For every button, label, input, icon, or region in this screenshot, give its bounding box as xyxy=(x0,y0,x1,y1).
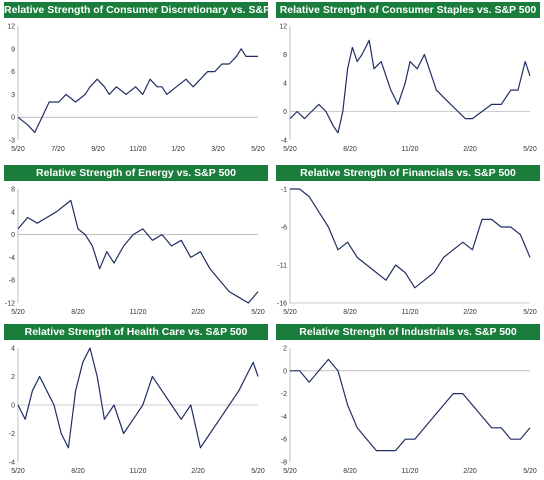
chart-industrials: Relative Strength of Industrials vs. S&P… xyxy=(276,324,540,476)
chart-title: Relative Strength of Energy vs. S&P 500 xyxy=(4,165,268,181)
y-tick-label: -6 xyxy=(281,437,287,444)
x-tick-label: 5/20 xyxy=(251,146,265,153)
chart-consumer-discretionary: Relative Strength of Consumer Discretion… xyxy=(4,2,268,154)
x-tick-label: 8/20 xyxy=(343,468,357,475)
x-tick-label: 11/20 xyxy=(402,146,419,153)
chart-title: Relative Strength of Financials vs. S&P … xyxy=(276,165,540,181)
line-chart: -4 0 4 8 12 5/20 8/20 11/20 2/20 5/20 xyxy=(279,24,537,154)
y-tick-label: 12 xyxy=(279,24,287,31)
series-line xyxy=(17,199,259,304)
line-chart: -3 0 3 6 9 12 5/20 7/20 9/20 11/20 1/20 3/20 5/20 xyxy=(7,24,265,154)
series-line xyxy=(290,188,531,289)
chart-title: Relative Strength of Consumer Discretion… xyxy=(4,2,268,18)
line-chart: -12 -8 -4 0 4 8 5/20 8/20 11/20 2/20 5/20 xyxy=(5,187,265,317)
x-tick-label: 8/20 xyxy=(343,309,357,316)
chart-title: Relative Strength of Consumer Staples vs… xyxy=(276,2,540,18)
chart-title: Relative Strength of Health Care vs. S&P… xyxy=(4,324,268,340)
y-tick-label: -6 xyxy=(281,225,287,232)
series-line xyxy=(17,48,258,134)
y-tick-label: -11 xyxy=(277,263,287,270)
y-tick-label: 3 xyxy=(11,92,15,99)
x-tick-label: 11/20 xyxy=(130,468,147,475)
y-tick-label: -8 xyxy=(281,460,287,467)
y-tick-label: -8 xyxy=(9,278,15,285)
y-tick-label: -3 xyxy=(9,138,15,145)
line-chart: -4 -2 0 2 4 5/20 8/20 11/20 2/20 5/20 xyxy=(9,346,265,476)
x-tick-label: 2/20 xyxy=(191,468,205,475)
x-tick-label: 7/20 xyxy=(51,146,65,153)
y-tick-label: -1 xyxy=(281,187,287,194)
series-line xyxy=(290,358,531,452)
chart-energy: Relative Strength of Energy vs. S&P 500 … xyxy=(4,165,268,317)
x-tick-label: 8/20 xyxy=(71,309,85,316)
chart-consumer-staples: Relative Strength of Consumer Staples vs… xyxy=(276,2,540,154)
x-tick-label: 1/20 xyxy=(171,146,185,153)
y-tick-label: -4 xyxy=(281,414,287,421)
x-tick-label: 2/20 xyxy=(191,309,205,316)
y-tick-label: 0 xyxy=(283,368,287,375)
x-tick-label: 5/20 xyxy=(11,468,25,475)
x-tick-label: 3/20 xyxy=(211,146,225,153)
x-tick-label: 2/20 xyxy=(463,309,477,316)
y-tick-label: -4 xyxy=(9,255,15,262)
series-line xyxy=(17,347,259,449)
x-tick-label: 11/20 xyxy=(402,468,419,475)
y-tick-label: 4 xyxy=(283,81,287,88)
line-chart: -8 -6 -4 -2 0 2 5/20 8/20 11/20 2/20 5/20 xyxy=(281,346,537,476)
x-tick-label: 5/20 xyxy=(283,146,297,153)
x-tick-label: 5/20 xyxy=(523,309,537,316)
y-tick-label: 4 xyxy=(11,346,15,353)
y-tick-label: -4 xyxy=(281,138,287,145)
y-tick-label: 0 xyxy=(11,403,15,410)
x-tick-label: 5/20 xyxy=(283,468,297,475)
x-tick-label: 5/20 xyxy=(283,309,297,316)
y-tick-label: 4 xyxy=(11,209,15,216)
x-tick-label: 5/20 xyxy=(11,146,25,153)
y-tick-label: 6 xyxy=(11,69,15,76)
y-tick-label: 0 xyxy=(11,115,15,122)
y-tick-label: 0 xyxy=(11,232,15,239)
y-tick-label: 8 xyxy=(283,52,287,59)
y-tick-label: 2 xyxy=(11,374,15,381)
series-line xyxy=(289,39,531,134)
x-tick-label: 5/20 xyxy=(251,468,265,475)
line-chart: -16 -11 -6 -1 5/20 8/20 11/20 2/20 5/20 xyxy=(277,187,537,317)
x-tick-label: 5/20 xyxy=(523,468,537,475)
chart-financials: Relative Strength of Financials vs. S&P … xyxy=(276,165,540,317)
y-tick-label: -16 xyxy=(277,301,287,308)
y-tick-label: 8 xyxy=(11,187,15,194)
x-tick-label: 11/20 xyxy=(402,309,419,316)
y-tick-label: 12 xyxy=(7,24,15,31)
y-tick-label: -12 xyxy=(5,301,15,308)
x-tick-label: 8/20 xyxy=(71,468,85,475)
x-tick-label: 5/20 xyxy=(523,146,537,153)
x-tick-label: 8/20 xyxy=(343,146,357,153)
y-tick-label: 0 xyxy=(283,109,287,116)
x-tick-label: 11/20 xyxy=(130,309,147,316)
x-tick-label: 5/20 xyxy=(11,309,25,316)
chart-health-care: Relative Strength of Health Care vs. S&P… xyxy=(4,324,268,476)
x-tick-label: 11/20 xyxy=(130,146,147,153)
y-tick-label: 9 xyxy=(11,46,15,53)
x-tick-label: 2/20 xyxy=(463,468,477,475)
x-tick-label: 5/20 xyxy=(251,309,265,316)
chart-title: Relative Strength of Industrials vs. S&P… xyxy=(276,324,540,340)
y-tick-label: -2 xyxy=(281,391,287,398)
y-tick-label: 2 xyxy=(283,346,287,353)
x-tick-label: 9/20 xyxy=(91,146,105,153)
x-tick-label: 2/20 xyxy=(463,146,477,153)
y-tick-label: -2 xyxy=(9,431,15,438)
y-tick-label: -4 xyxy=(9,460,15,467)
